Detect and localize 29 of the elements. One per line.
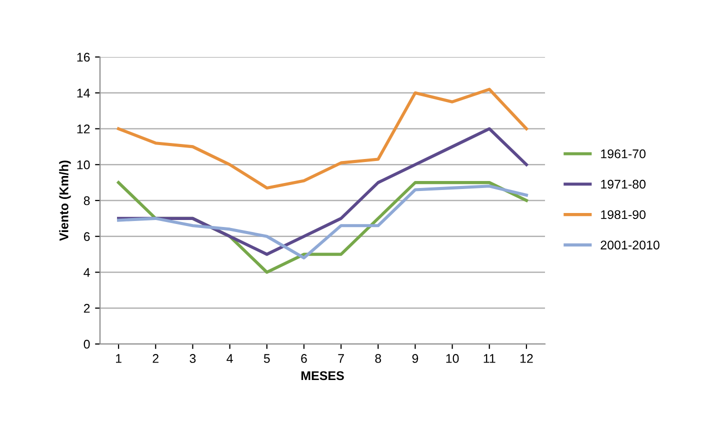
x-tick-label: 9 — [412, 354, 418, 363]
y-tick-label: 2 — [84, 304, 90, 313]
x-tick-label: 2 — [152, 354, 158, 363]
x-tick-label: 7 — [338, 354, 344, 363]
x-tick-label: 5 — [264, 354, 270, 363]
legend-label: 2001-2010 — [600, 240, 660, 250]
y-tick-label: 6 — [84, 232, 90, 242]
x-tick-label: 6 — [301, 354, 307, 363]
line-series — [117, 184, 528, 260]
y-axis-title: Viento (Km/h) — [59, 160, 71, 241]
x-tick-label: 12 — [520, 354, 533, 363]
legend-label: 1981-90 — [601, 210, 646, 220]
legend-label: 1961-70 — [601, 149, 646, 158]
x-tick-label: 11 — [484, 354, 496, 363]
legend-label: 1971-80 — [601, 180, 646, 189]
y-tick-label: 12 — [77, 124, 90, 134]
line-series — [117, 88, 528, 190]
x-tick-label: 3 — [190, 354, 196, 363]
y-tick-label: 0 — [84, 340, 90, 349]
y-tick-label: 14 — [77, 88, 90, 98]
x-tick-label: 10 — [446, 354, 459, 363]
y-tick-label: 16 — [77, 52, 90, 62]
y-tick-label: 8 — [84, 196, 90, 206]
x-tick-label: 4 — [226, 354, 233, 363]
x-tick-label: 1 — [116, 354, 122, 363]
y-tick-label: 4 — [84, 268, 90, 277]
y-tick-label: 10 — [77, 160, 90, 170]
x-axis-title: MESES — [301, 371, 344, 380]
x-tick-label: 8 — [375, 354, 382, 363]
